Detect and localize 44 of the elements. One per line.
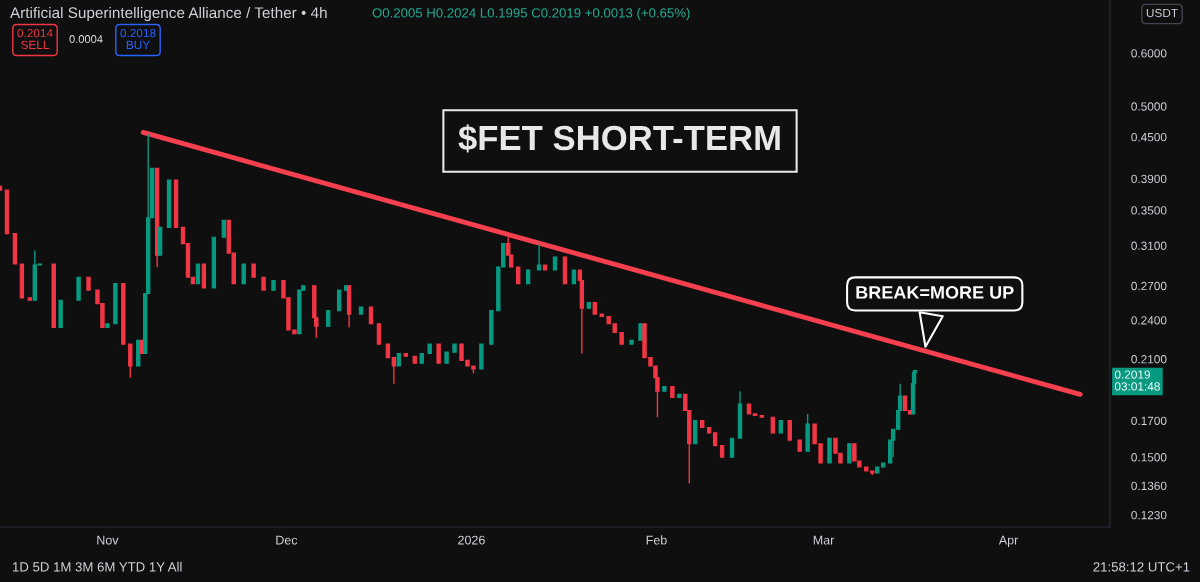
- y-tick-label: 0.4500: [1131, 132, 1167, 142]
- x-tick-label: Mar: [813, 535, 835, 545]
- candlestick: [729, 437, 735, 458]
- candlestick: [201, 263, 207, 289]
- y-tick-label: 0.3500: [1131, 206, 1167, 215]
- text: $FET SHORT-TERM: [458, 124, 780, 153]
- y-tick-label: 0.1700: [1131, 416, 1167, 425]
- candlestick: [241, 263, 246, 285]
- x-tick-label: Dec: [276, 535, 298, 545]
- chart-subtitle: Artificial Superintelligence Alliance / Tether • 4h: [10, 6, 327, 22]
- annotation: 0.0004: [69, 35, 103, 43]
- y-tick-label: 0.1230: [1131, 510, 1167, 520]
- candlestick: [128, 343, 133, 379]
- text: 1D 5D 1M 3M 6M YTD 1Y All: [13, 561, 182, 572]
- text: 21:58:12 UTC+1: [1093, 562, 1190, 572]
- text: 0.2019 03:01:48: [1114, 370, 1160, 391]
- x-tick-label: Apr: [998, 535, 1019, 547]
- y-tick-label: 0.2700: [1131, 281, 1167, 291]
- candlestick: [76, 276, 81, 301]
- x-tick-label: 2026: [458, 535, 485, 545]
- annotation: O0.2005 H0.2024 L0.1995 C0.2019 +0.0013 (+0.65%): [372, 7, 690, 21]
- y-tick-label: 0.2400: [1131, 316, 1167, 325]
- y-tick-label: 0.6000: [1131, 49, 1167, 58]
- annotation: BREAK=MORE UP: [856, 285, 1014, 299]
- candlestick: [195, 263, 201, 285]
- candlestick: [536, 242, 542, 271]
- x-tick-label: Feb: [646, 535, 667, 545]
- candlestick: [376, 323, 382, 345]
- y-tick-label: 0.3100: [1131, 241, 1167, 250]
- candlestick: [336, 289, 342, 312]
- candlestick: [787, 420, 792, 441]
- candlestick: [693, 420, 698, 445]
- y-tick-label: 0.2100: [1131, 355, 1167, 364]
- candlestick: [847, 443, 852, 464]
- annotation: 0.2018 BUY: [120, 28, 156, 50]
- y-tick-label: 0.1500: [1131, 453, 1167, 462]
- y-tick-label: 0.1360: [1131, 481, 1167, 491]
- y-tick-label: 0.3900: [1131, 174, 1167, 184]
- text: USDT: [1146, 8, 1178, 18]
- candlestick: [436, 343, 441, 364]
- y-tick-label: 0.5000: [1131, 102, 1167, 111]
- x-tick-label: Nov: [97, 535, 119, 545]
- annotation: 0.2014 SELL: [17, 28, 53, 50]
- candlestick: [391, 356, 397, 385]
